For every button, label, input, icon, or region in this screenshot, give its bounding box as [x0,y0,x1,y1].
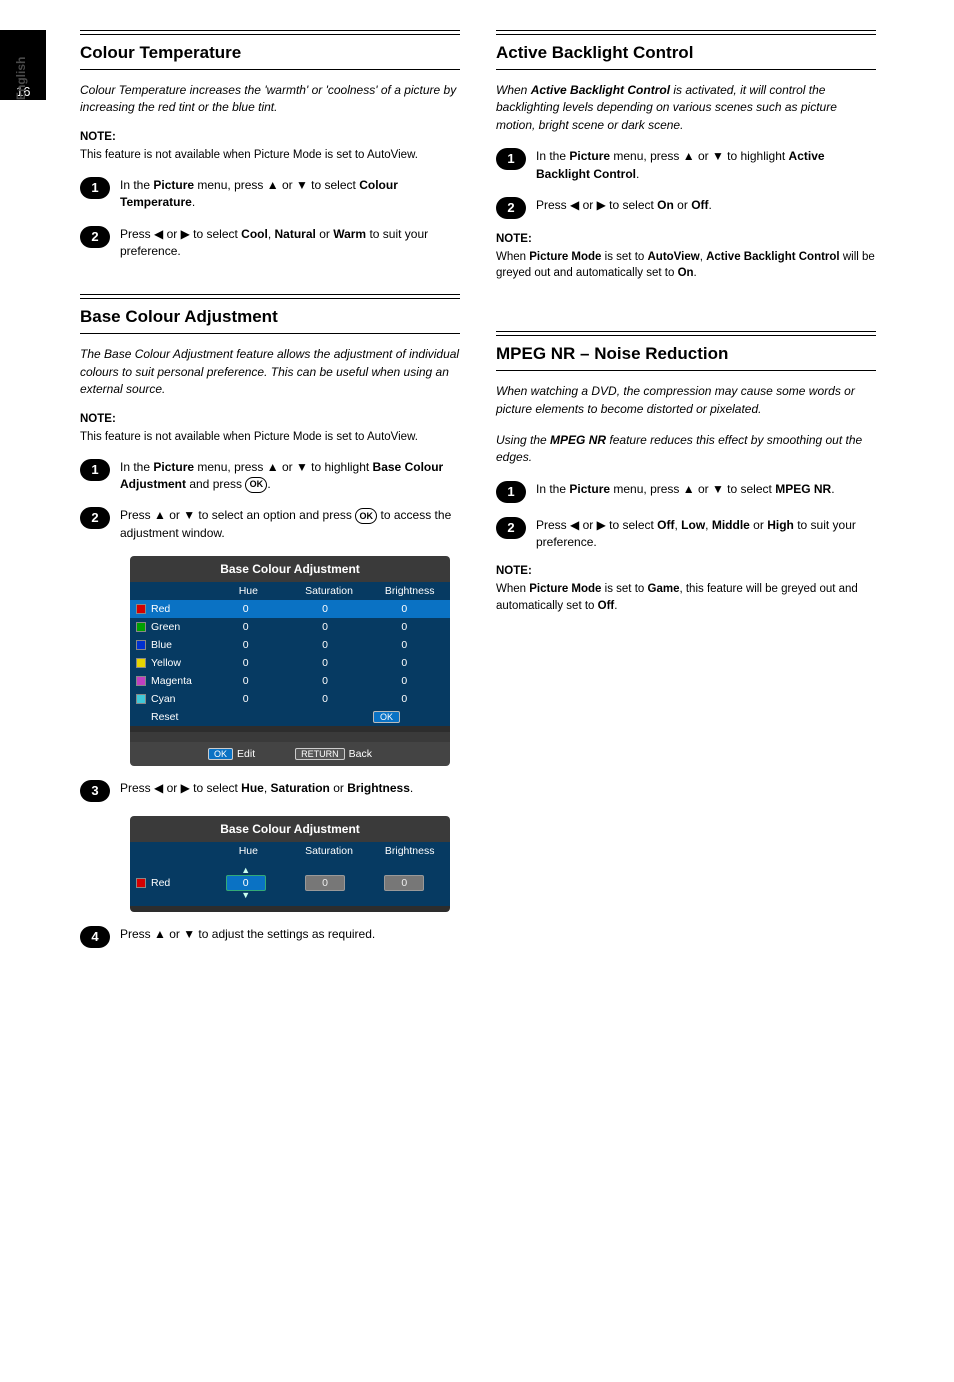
menu-row: Yellow000 [130,654,450,672]
col-header: Brightness [369,845,450,857]
row-label: Red [151,603,206,615]
step-text: In the Picture menu, press ▲ or ▼ to sel… [120,177,460,212]
footer-ok-badge: OK [208,748,233,760]
section-title-base-colour: Base Colour Adjustment [80,298,460,334]
row-label: Green [151,621,206,633]
colour-swatch [136,604,146,614]
row-label: Cyan [151,693,206,705]
step-badge-2: 2 [80,507,110,529]
col-header: Hue [208,585,289,597]
step-text: In the Picture menu, press ▲ or ▼ to hig… [120,459,460,494]
step-badge-1: 1 [496,481,526,503]
row-value: 0 [365,639,444,651]
row-value: 0 [206,639,285,651]
row-value: 0 [206,657,285,669]
note-body: When Picture Mode is set to Game, this f… [496,581,876,613]
step-badge-1: 1 [80,177,110,199]
note-head: NOTE: [80,413,460,425]
desc-mpeg-nr-1: When watching a DVD, the compression may… [496,383,876,418]
row-label: Red [151,877,206,889]
triangle-down-icon: ▼ [241,891,250,900]
desc-base-colour: The Base Colour Adjustment feature allow… [80,346,460,398]
colour-swatch [136,676,146,686]
colour-swatch [136,694,146,704]
row-value: 0 [365,675,444,687]
row-value: 0 [285,639,364,651]
note-head: NOTE: [80,131,460,143]
menu-row: Green000 [130,618,450,636]
note-head: NOTE: [496,565,876,577]
menu-row: Cyan000 [130,690,450,708]
colour-swatch [136,640,146,650]
step-badge-4: 4 [80,926,110,948]
colour-swatch [136,622,146,632]
row-label: Yellow [151,657,206,669]
section-title-active-backlight: Active Backlight Control [496,34,876,70]
section-title-colour-temperature: Colour Temperature [80,34,460,70]
step-badge-2: 2 [496,197,526,219]
row-value: 0 [285,657,364,669]
row-value: 0 [285,603,364,615]
menu-title: Base Colour Adjustment [130,556,450,582]
row-label: Blue [151,639,206,651]
footer-return-badge: RETURN [295,748,345,760]
step-text: Press ◀ or ▶ to select Off, Low, Middle … [536,517,876,552]
menu-screenshot-base-colour: Base Colour Adjustment Hue Saturation Br… [130,556,450,766]
row-value: 0 [365,693,444,705]
step-badge-3: 3 [80,780,110,802]
row-value: 0 [285,621,364,633]
step-badge-1: 1 [80,459,110,481]
desc-colour-temperature: Colour Temperature increases the 'warmth… [80,82,460,117]
row-value: 0 [285,675,364,687]
step-badge-2: 2 [80,226,110,248]
row-value: 0 [206,675,285,687]
ok-icon: OK [355,508,377,524]
row-value: 0 [206,621,285,633]
row-value: 0 [206,603,285,615]
reset-label: Reset [151,711,221,723]
col-header: Saturation [289,585,370,597]
step-badge-2: 2 [496,517,526,539]
note-head: NOTE: [496,233,876,245]
col-header: Brightness [369,585,450,597]
step-text: Press ◀ or ▶ to select Hue, Saturation o… [120,780,460,797]
row-value: 0 [285,693,364,705]
menu-title: Base Colour Adjustment [130,816,450,842]
menu-row: Magenta000 [130,672,450,690]
row-value: 0 [365,621,444,633]
menu-screenshot-base-colour-edit: Base Colour Adjustment Hue Saturation Br… [130,816,450,912]
step-text: Press ◀ or ▶ to select On or Off. [536,197,876,214]
step-badge-1: 1 [496,148,526,170]
step-text: Press ▲ or ▼ to select an option and pre… [120,507,460,542]
step-text: Press ▲ or ▼ to adjust the settings as r… [120,926,460,943]
row-label: Magenta [151,675,206,687]
triangle-up-icon: ▲ [241,866,250,875]
note-body: This feature is not available when Pictu… [80,147,460,163]
row-value: 0 [365,603,444,615]
footer-back-label: Back [349,748,372,760]
colour-swatch [136,878,146,888]
edit-value-saturation: 0 [305,875,345,891]
footer-edit-label: Edit [237,748,255,760]
col-header: Hue [208,845,289,857]
menu-row: Blue000 [130,636,450,654]
edit-value-hue: 0 [226,875,266,891]
col-header: Saturation [289,845,370,857]
side-language-label: English [14,57,28,100]
note-body: When Picture Mode is set to AutoView, Ac… [496,249,876,281]
row-value: 0 [206,693,285,705]
step-text: In the Picture menu, press ▲ or ▼ to hig… [536,148,876,183]
step-text: In the Picture menu, press ▲ or ▼ to sel… [536,481,876,498]
reset-ok-badge: OK [373,711,400,723]
menu-row: Red000 [130,600,450,618]
colour-swatch [136,658,146,668]
ok-icon: OK [245,477,267,493]
row-value: 0 [365,657,444,669]
step-text: Press ◀ or ▶ to select Cool, Natural or … [120,226,460,261]
section-title-mpeg-nr: MPEG NR – Noise Reduction [496,335,876,371]
note-body: This feature is not available when Pictu… [80,429,460,445]
desc-active-backlight: When Active Backlight Control is activat… [496,82,876,134]
desc-mpeg-nr-2: Using the MPEG NR feature reduces this e… [496,432,876,467]
edit-value-brightness: 0 [384,875,424,891]
